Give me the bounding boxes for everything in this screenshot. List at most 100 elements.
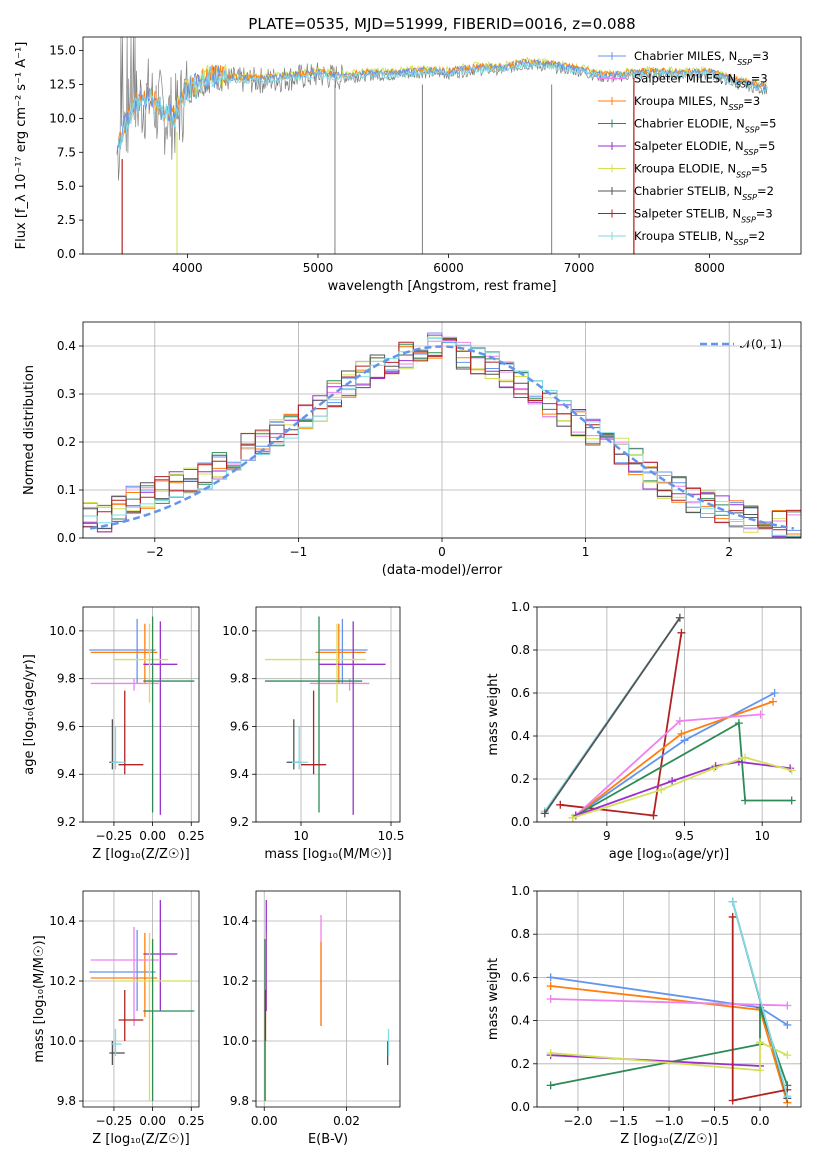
legend-label: Chabrier STELIB, NSSP=2 — [634, 184, 774, 202]
weight-marker — [783, 1020, 792, 1029]
weight-marker — [677, 628, 686, 637]
legend-label: Kroupa ELODIE, NSSP=5 — [634, 162, 768, 180]
errorbar-point — [89, 930, 156, 1011]
x-tick-label: 9.5 — [675, 829, 694, 843]
weight-marker — [741, 753, 750, 762]
normal-curve — [89, 345, 795, 530]
y-tick-label: 10.2 — [222, 974, 249, 988]
axes-frame — [82, 36, 802, 255]
weight-marker — [546, 1049, 555, 1057]
legend-item: Salpeter STELIB, NSSP=3 — [598, 207, 773, 225]
errorbar-point — [319, 621, 386, 815]
weight-line — [575, 721, 792, 817]
errorbar-point — [110, 1029, 122, 1056]
weight-marker — [728, 912, 737, 921]
axes-frame — [536, 606, 802, 823]
legend-label: Chabrier MILES, NSSP=3 — [634, 49, 769, 67]
x-tick-label: 10.5 — [378, 829, 405, 843]
x-tick-label: 10 — [755, 829, 770, 843]
y-tick-label: 10.0 — [49, 1034, 76, 1048]
weight-marker — [540, 809, 549, 818]
x-tick-label: 0.00 — [139, 1114, 166, 1128]
y-tick-label: 0.2 — [511, 1057, 530, 1071]
y-tick-label: 0.6 — [511, 970, 530, 984]
weight-marker — [675, 716, 684, 725]
errorbar-point — [143, 616, 195, 813]
y-tick-label: 0.0 — [57, 531, 76, 545]
axes-frame — [255, 890, 401, 1108]
weight-marker — [770, 689, 779, 697]
y-tick-label: 0.4 — [57, 339, 76, 353]
errorbar-point — [89, 618, 156, 684]
hist-kroupa-elodie — [83, 336, 801, 533]
x-tick-label: −0.25 — [96, 829, 133, 843]
weight-marker — [728, 1096, 737, 1105]
errorbar-point — [118, 990, 144, 1041]
weight-marker — [783, 1051, 792, 1060]
errorbar-point — [292, 726, 309, 770]
weight-marker — [756, 1066, 765, 1075]
y-tick-label: 5.0 — [57, 179, 76, 193]
x-tick-label: 0.00 — [251, 1114, 278, 1128]
y-tick-label: 9.8 — [57, 672, 76, 686]
y-tick-label: 0.0 — [511, 1100, 530, 1114]
y-tick-label: 0.0 — [57, 247, 76, 261]
y-tick-label: 15.0 — [49, 44, 76, 58]
legend-label: Salpeter MILES, NSSP=3 — [634, 72, 768, 90]
legend-item: Kroupa ELODIE, NSSP=5 — [598, 162, 768, 180]
errorbar-point — [118, 690, 144, 775]
weight-marker — [734, 719, 743, 728]
y-tick-label: 1.0 — [511, 884, 530, 898]
legend-label: Salpeter STELIB, NSSP=3 — [634, 207, 773, 225]
axes-frame — [82, 321, 802, 539]
y-axis-label: mass weight — [486, 958, 501, 1040]
weight-marker — [741, 796, 750, 805]
weight-line — [731, 901, 789, 1097]
y-tick-label: 0.4 — [511, 729, 530, 743]
x-axis-label: wavelength [Angstrom, rest frame] — [328, 279, 557, 294]
errorbar-point — [90, 933, 158, 1017]
spectrum-layer — [116, 37, 768, 254]
legend-label: Chabrier ELODIE, NSSP=5 — [634, 117, 776, 135]
y-tick-label: 9.8 — [230, 672, 249, 686]
errorbar-point — [319, 618, 368, 684]
x-tick-label: 1 — [582, 545, 590, 559]
weight-marker — [546, 973, 555, 982]
x-tick-label: 9 — [603, 829, 611, 843]
x-tick-label: 4000 — [172, 261, 203, 275]
legend-item: Kroupa MILES, NSSP=3 — [598, 94, 760, 112]
y-axis-label: mass [log₁₀(M/M☉)] — [32, 935, 47, 1062]
x-tick-label: −2 — [146, 545, 164, 559]
x-axis-label: Z [log₁₀(Z/Z☉)] — [620, 1132, 717, 1147]
x-tick-label: 0.02 — [333, 1114, 360, 1128]
y-tick-label: 9.2 — [230, 815, 249, 829]
errorbar-point — [113, 623, 169, 703]
x-axis-label: mass [log₁₀(M/M☉)] — [264, 847, 391, 862]
x-tick-label: 7000 — [564, 261, 595, 275]
y-tick-label: 9.8 — [230, 1094, 249, 1108]
x-tick-label: −1.5 — [609, 1114, 638, 1128]
y-axis-label: mass weight — [486, 673, 501, 755]
panel-6: −0.25 0.00 0.25 9.8 10.0 10.2 10.4 Z [log₁₀(Z/Z… — [32, 890, 205, 1147]
weight-marker — [728, 897, 737, 906]
y-tick-label: 7.5 — [57, 145, 76, 159]
y-tick-label: 0.3 — [57, 387, 76, 401]
weight-marker — [756, 1038, 765, 1047]
weight-marker — [680, 736, 689, 745]
y-tick-label: 9.4 — [57, 767, 76, 781]
legend-item: Kroupa STELIB, NSSP=2 — [598, 229, 765, 247]
y-tick-label: 10.0 — [49, 624, 76, 638]
y-tick-label: 10.0 — [49, 111, 76, 125]
axes-frame — [255, 606, 401, 823]
x-tick-label: −0.5 — [700, 1114, 729, 1128]
panel-1: 4000 5000 6000 7000 8000 0.0 2.5 5.0 7.5 10.0 12.5… — [14, 15, 802, 294]
y-tick-label: 0.2 — [57, 435, 76, 449]
errorbar-point — [301, 690, 327, 775]
x-tick-label: 0.00 — [139, 829, 166, 843]
weight-marker — [783, 1001, 792, 1010]
errorbar-point — [90, 678, 159, 691]
x-axis-label: E(B-V) — [308, 1132, 348, 1147]
weight-marker — [546, 1081, 555, 1090]
weight-marker — [787, 766, 796, 775]
